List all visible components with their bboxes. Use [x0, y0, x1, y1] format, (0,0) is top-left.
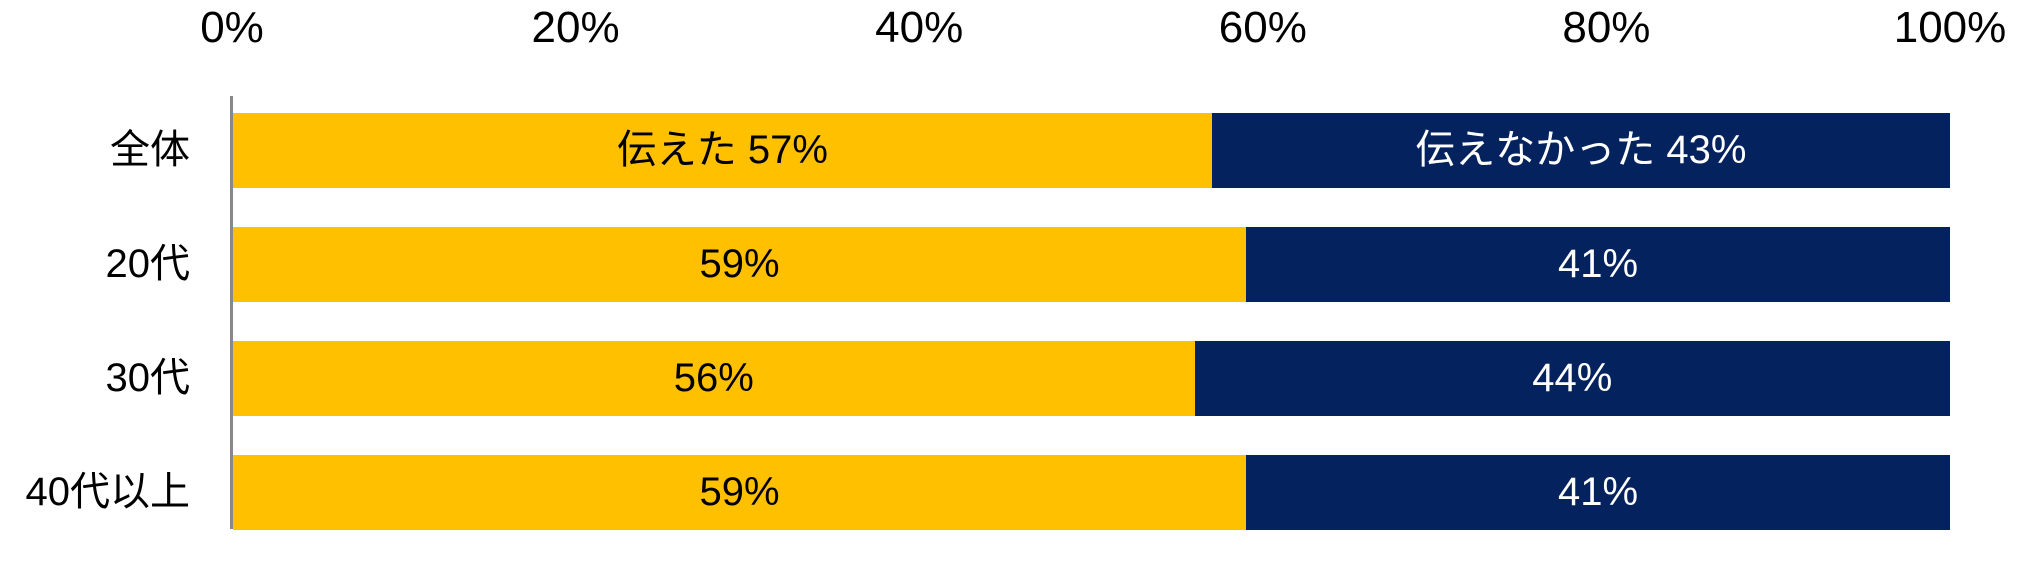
category-label: 20代 [105, 242, 191, 286]
bar-segment-not-told: 伝えなかった 43% [1211, 113, 1950, 188]
x-tick-label: 80% [1562, 3, 1651, 52]
x-tick-label: 60% [1218, 3, 1307, 52]
category-label: 全体 [110, 128, 190, 172]
bar-segment-told: 56% [233, 341, 1195, 416]
bar-segment-told: 伝えた 57% [233, 113, 1212, 188]
bar-track: 59% 41% [233, 227, 1950, 302]
segment-value-label: 56% [673, 356, 754, 400]
segment-value-label: 41% [1557, 242, 1639, 286]
bar-track: 伝えた 57% 伝えなかった 43% [233, 113, 1950, 188]
segment-value-label: 59% [699, 470, 780, 514]
bar-row: 40代以上 59% 41% [0, 455, 2025, 530]
segment-value-label: 59% [699, 242, 780, 286]
segment-value-label: 44% [1532, 356, 1613, 400]
segment-value-label: 伝えた 57% [616, 128, 828, 172]
bar-row: 20代 59% 41% [0, 227, 2025, 302]
x-axis: 0% 20% 40% 60% 80% 100% [200, 0, 2006, 56]
segment-value-label: 伝えなかった 43% [1415, 128, 1747, 172]
category-label: 40代以上 [25, 470, 191, 514]
bar-segment-not-told: 41% [1246, 455, 1950, 530]
x-tick-label: 40% [875, 3, 964, 52]
bar-segment-told: 59% [233, 455, 1247, 530]
segment-value-label: 41% [1557, 470, 1639, 514]
bar-segment-not-told: 41% [1246, 227, 1950, 302]
bar-row: 全体 伝えた 57% 伝えなかった 43% [0, 113, 2025, 188]
bar-segment-not-told: 44% [1194, 341, 1950, 416]
x-tick-label: 100% [1893, 3, 2007, 52]
bar-row: 30代 56% 44% [0, 341, 2025, 416]
y-axis-line [230, 96, 233, 529]
category-label: 30代 [105, 356, 191, 400]
x-tick-label: 20% [531, 3, 620, 52]
x-tick-label: 0% [200, 3, 264, 52]
bar-segment-told: 59% [233, 227, 1247, 302]
bar-track: 59% 41% [233, 455, 1950, 530]
bar-track: 56% 44% [233, 341, 1950, 416]
